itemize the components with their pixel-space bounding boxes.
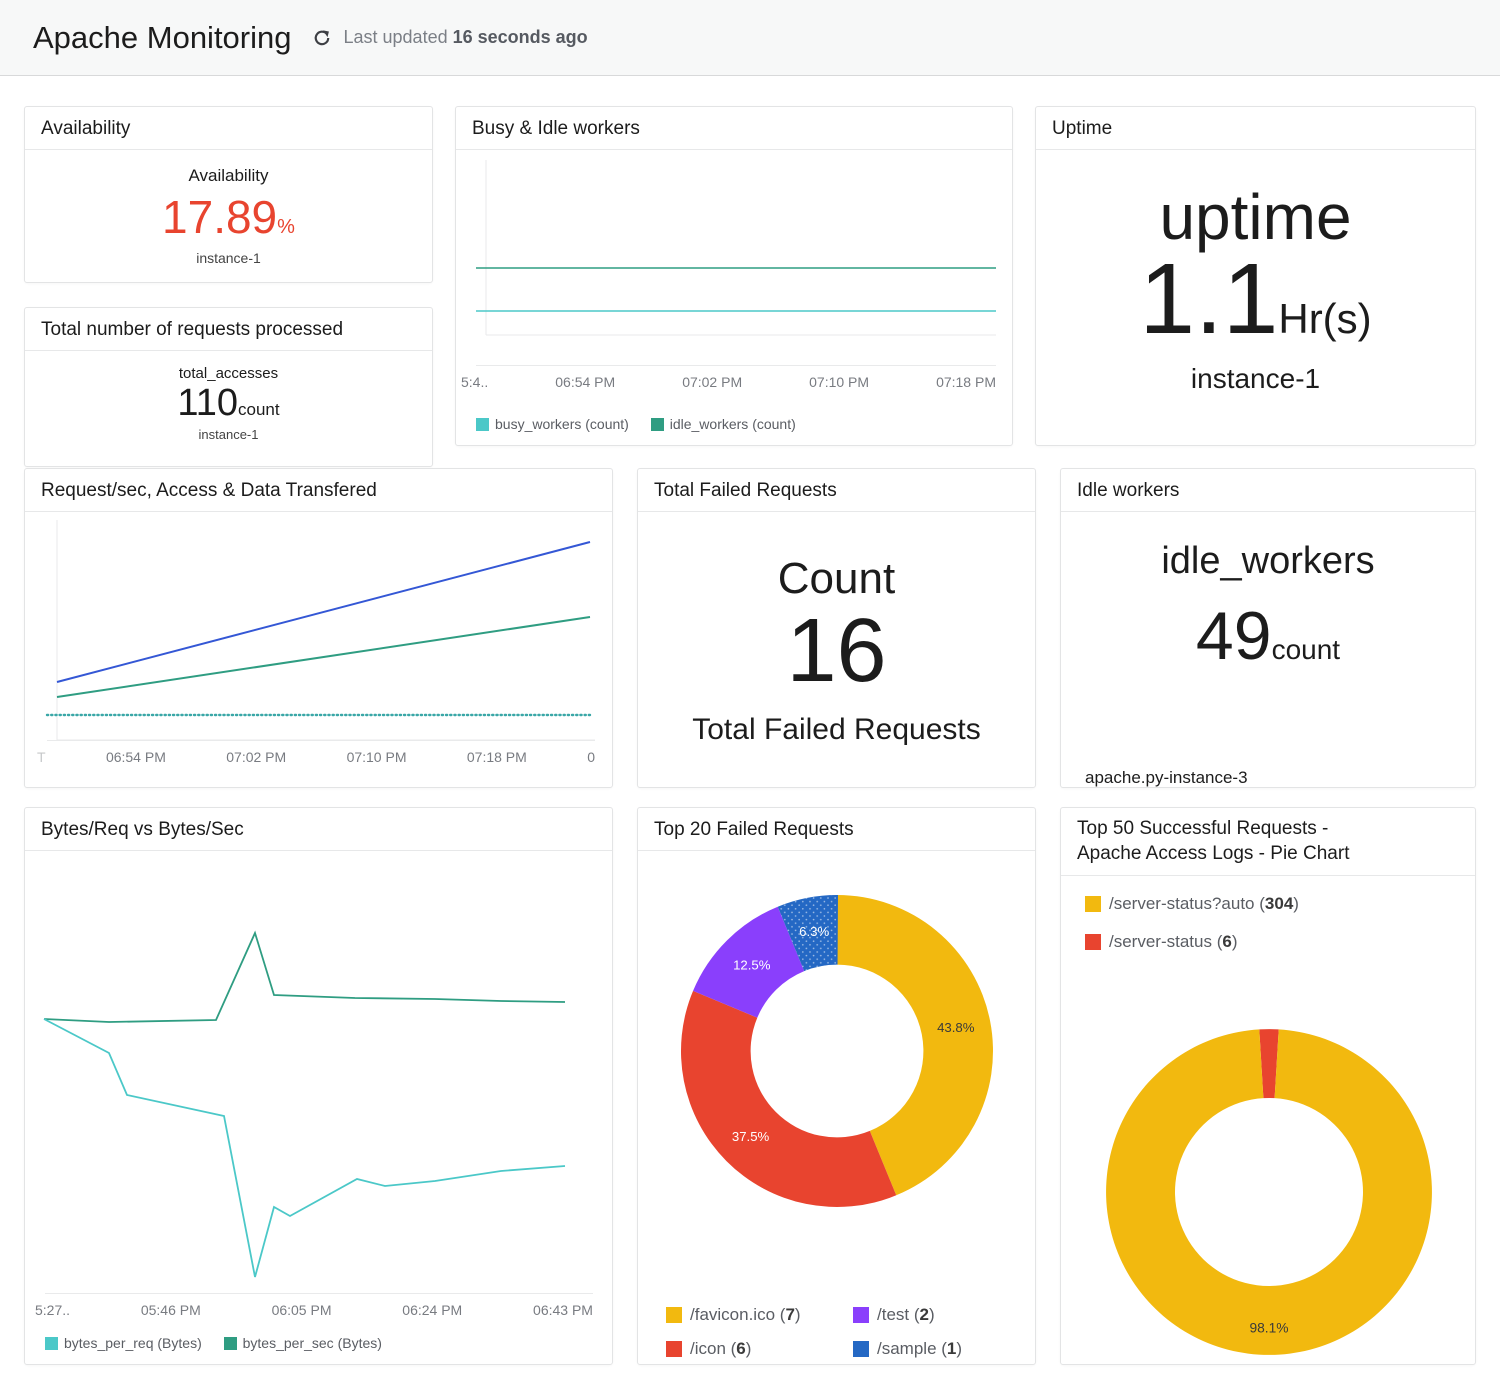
svg-text:37.5%: 37.5% <box>731 1129 769 1144</box>
svg-text:43.8%: 43.8% <box>937 1020 975 1035</box>
svg-text:98.1%: 98.1% <box>1249 1321 1288 1336</box>
svg-text:12.5%: 12.5% <box>733 957 771 972</box>
svg-text:6.3%: 6.3% <box>799 924 829 939</box>
